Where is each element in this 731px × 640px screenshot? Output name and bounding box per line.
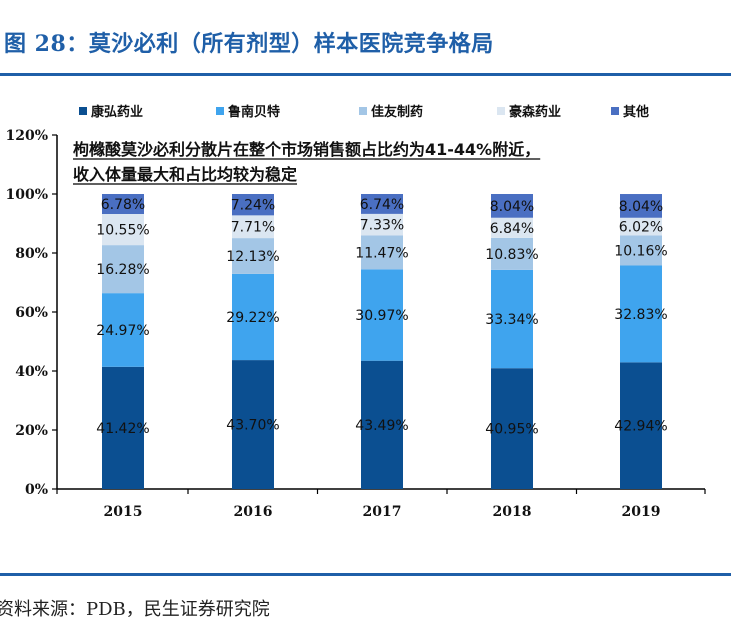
x-tick-label: 2017 bbox=[363, 504, 402, 520]
legend-label: 康弘药业 bbox=[91, 104, 143, 120]
data-label: 11.47% bbox=[355, 245, 408, 261]
data-label: 10.16% bbox=[614, 243, 667, 259]
data-label: 7.71% bbox=[231, 220, 275, 236]
data-label: 43.70% bbox=[226, 418, 279, 434]
bar-segment bbox=[102, 245, 144, 294]
legend-swatch bbox=[216, 107, 224, 115]
data-label: 43.49% bbox=[355, 418, 408, 434]
bar-segment bbox=[620, 194, 662, 218]
bar-segment bbox=[102, 194, 144, 215]
data-label: 8.04% bbox=[490, 199, 534, 215]
bar-segment bbox=[361, 213, 403, 236]
y-tick-label: 120% bbox=[5, 128, 48, 144]
legend-label: 其他 bbox=[623, 104, 649, 120]
data-label: 6.02% bbox=[619, 220, 663, 236]
y-tick-label: 0% bbox=[25, 482, 48, 498]
bar-segment bbox=[232, 215, 274, 239]
x-tick-label: 2018 bbox=[493, 504, 532, 520]
y-tick-label: 100% bbox=[5, 187, 48, 203]
data-label: 42.94% bbox=[614, 419, 667, 435]
x-tick-label: 2016 bbox=[234, 504, 273, 520]
legend-swatch bbox=[359, 107, 367, 115]
data-label: 30.97% bbox=[355, 308, 408, 324]
legend-label: 佳友制药 bbox=[371, 104, 423, 120]
bar-segment bbox=[232, 194, 274, 216]
data-label: 24.97% bbox=[96, 323, 149, 339]
data-label: 7.24% bbox=[231, 198, 275, 214]
bar-segment bbox=[620, 217, 662, 236]
bar-segment bbox=[232, 238, 274, 274]
bar-segment bbox=[102, 214, 144, 246]
annotation-text: 枸橼酸莫沙必利分散片在整个市场销售额占比约为41-44%附近， bbox=[73, 140, 540, 159]
bar-segment bbox=[232, 360, 274, 489]
data-label: 10.55% bbox=[96, 223, 149, 239]
data-label: 33.34% bbox=[485, 312, 538, 328]
bar-segment bbox=[361, 360, 403, 489]
data-label: 8.04% bbox=[619, 199, 663, 215]
data-label: 7.33% bbox=[360, 218, 404, 234]
legend-label: 鲁南贝特 bbox=[228, 104, 280, 120]
title-rule bbox=[0, 73, 731, 76]
x-tick-label: 2015 bbox=[104, 504, 143, 520]
annotation-text: 收入体量最大和占比均较为稳定 bbox=[73, 165, 297, 184]
data-label: 6.84% bbox=[490, 221, 534, 237]
data-label: 29.22% bbox=[226, 310, 279, 326]
legend-label: 豪森药业 bbox=[509, 104, 561, 120]
legend-swatch bbox=[79, 107, 87, 115]
y-tick-label: 40% bbox=[15, 364, 48, 380]
source-note: 资料来源：PDB，民生证券研究院 bbox=[0, 599, 270, 620]
bar-segment bbox=[361, 269, 403, 361]
bar-segment bbox=[620, 362, 662, 489]
data-label: 12.13% bbox=[226, 249, 279, 265]
bar-segment bbox=[102, 293, 144, 367]
bar-segment bbox=[232, 273, 274, 361]
data-label: 40.95% bbox=[485, 422, 538, 438]
data-label: 41.42% bbox=[96, 421, 149, 437]
figure-title: 图 28：莫沙必利（所有剂型）样本医院竞争格局 bbox=[4, 31, 494, 57]
bar-segment bbox=[491, 237, 533, 270]
legend-swatch bbox=[497, 107, 505, 115]
data-label: 16.28% bbox=[96, 262, 149, 278]
bar-segment bbox=[361, 194, 403, 214]
bar-segment bbox=[102, 366, 144, 489]
y-tick-label: 60% bbox=[15, 305, 48, 321]
data-label: 6.74% bbox=[360, 197, 404, 213]
x-tick-label: 2019 bbox=[622, 504, 661, 520]
legend-swatch bbox=[611, 107, 619, 115]
bar-segment bbox=[361, 235, 403, 270]
bar-segment bbox=[620, 265, 662, 363]
data-label: 6.78% bbox=[101, 197, 145, 213]
bar-segment bbox=[620, 235, 662, 266]
bar-segment bbox=[491, 217, 533, 238]
footer-rule bbox=[0, 573, 731, 576]
data-label: 32.83% bbox=[614, 307, 667, 323]
data-label: 10.83% bbox=[485, 247, 538, 263]
y-tick-label: 20% bbox=[15, 423, 48, 439]
y-tick-label: 80% bbox=[15, 246, 48, 262]
bar-segment bbox=[491, 194, 533, 218]
bar-segment bbox=[491, 368, 533, 489]
bar-segment bbox=[491, 269, 533, 369]
